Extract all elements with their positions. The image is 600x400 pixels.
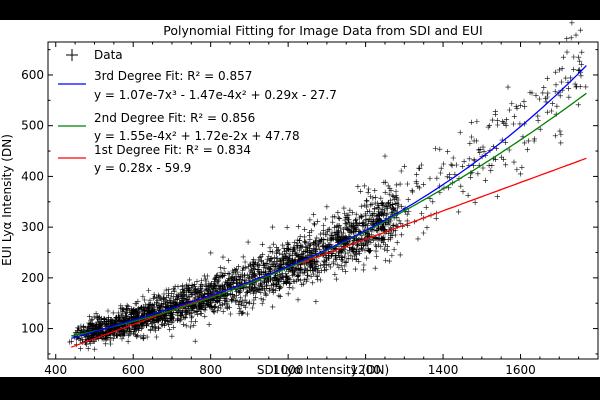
- y-tick-label: 100: [21, 322, 44, 336]
- legend-equation-1st-degree: y = 0.28x - 59.9: [94, 161, 191, 175]
- fit-line-degree-1: [70, 157, 587, 348]
- legend-label-1st-degree: 1st Degree Fit: R² = 0.834: [94, 143, 251, 157]
- legend-label-3rd-degree: 3rd Degree Fit: R² = 0.857: [94, 69, 252, 83]
- legend-entry-2nd-degree: 2nd Degree Fit: R² = 0.856 y = 1.55e-4x²…: [58, 111, 300, 143]
- plot-area: [48, 42, 598, 359]
- fit-line-degree-2: [71, 92, 587, 337]
- y-tick-label: 500: [21, 119, 44, 133]
- y-axis-label: EUI Lyα Intensity (DN): [0, 134, 14, 266]
- legend-equation-3rd-degree: y = 1.07e-7x³ - 1.47e-4x² + 0.29x - 27.7: [94, 88, 337, 102]
- legend: Data 3rd Degree Fit: R² = 0.857 y = 1.07…: [58, 48, 337, 175]
- x-tick-label: 600: [122, 363, 145, 377]
- x-tick-label: 400: [44, 363, 67, 377]
- axes-border: [47, 41, 599, 360]
- x-tick-label: 1000: [273, 363, 304, 377]
- x-tick-label: 1600: [505, 363, 536, 377]
- x-tick-label: 800: [199, 363, 222, 377]
- chart-figure: Polynomial Fitting for Image Data from S…: [0, 20, 600, 377]
- legend-label-data: Data: [94, 48, 123, 62]
- y-axis-ticks: 100 200 300 400 500 600: [21, 49, 598, 355]
- y-tick-label: 400: [21, 169, 44, 183]
- fit-lines: [70, 65, 587, 348]
- scatter-plot: Polynomial Fitting for Image Data from S…: [0, 20, 599, 377]
- y-tick-label: 300: [21, 220, 44, 234]
- x-axis-ticks: 400 600 800 1000 1200 1400 1600: [44, 42, 580, 377]
- y-tick-label: 600: [21, 68, 44, 82]
- legend-entry-3rd-degree: 3rd Degree Fit: R² = 0.857 y = 1.07e-7x³…: [58, 69, 337, 102]
- legend-entry-data: Data: [66, 48, 123, 62]
- legend-equation-2nd-degree: y = 1.55e-4x² + 1.72e-2x + 47.78: [94, 129, 300, 143]
- x-axis-label: SDI Lyα Intensity (DN): [257, 363, 389, 377]
- chart-title: Polynomial Fitting for Image Data from S…: [163, 23, 482, 38]
- x-tick-label: 1400: [428, 363, 459, 377]
- legend-label-2nd-degree: 2nd Degree Fit: R² = 0.856: [94, 111, 255, 125]
- fit-line-degree-3: [71, 65, 587, 340]
- y-tick-label: 200: [21, 271, 44, 285]
- x-tick-label: 1200: [350, 363, 381, 377]
- legend-entry-1st-degree: 1st Degree Fit: R² = 0.834 y = 0.28x - 5…: [58, 143, 251, 175]
